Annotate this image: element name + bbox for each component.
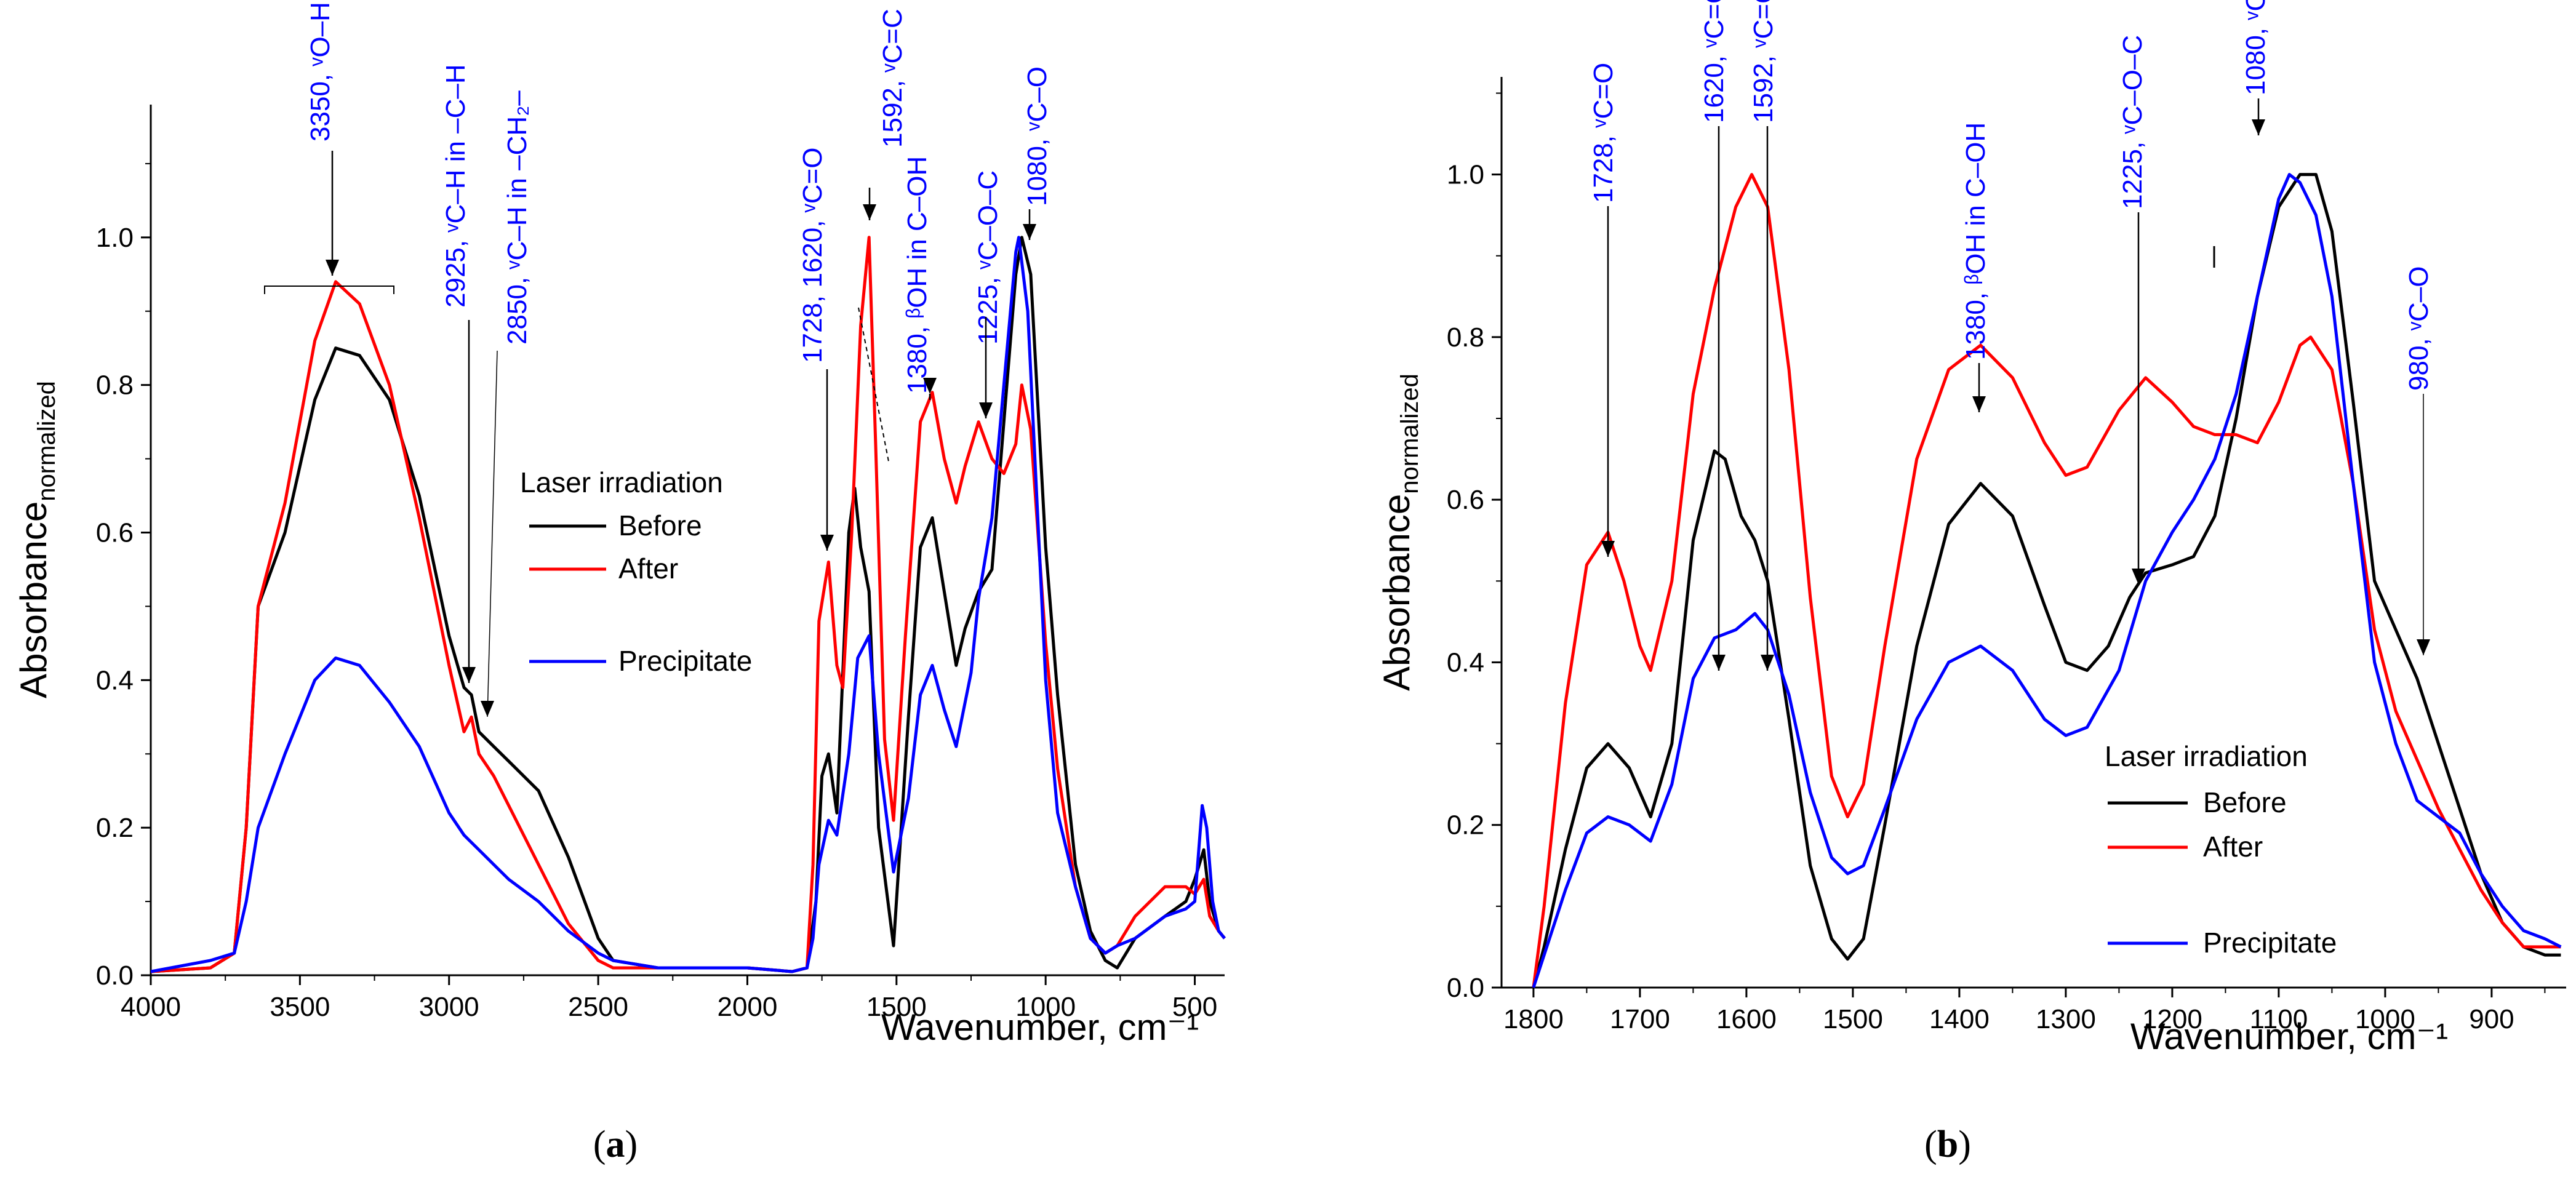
annotation-label-a: 2850, ᵛC–H in –CH₂– (502, 90, 532, 345)
x-axis-label-a: Wavenumber, cm⁻¹ (881, 1007, 1199, 1048)
annotation-arrow-line-a (487, 350, 498, 717)
annotation-label-a: 1728, 1620, ᵛC=O (798, 148, 828, 364)
x-tick-label-a: 1000 (1015, 992, 1076, 1022)
annotation-arrowhead-a (820, 535, 834, 551)
x-tick-label-a: 3500 (270, 992, 330, 1022)
annotation-label-a: 1225, ᵛC–O–C (973, 170, 1003, 345)
y-axis-label-a: Absorbancenormalized (13, 381, 60, 698)
y-tick-label-a: 0.2 (96, 813, 134, 843)
annotation-dashed-line-a (858, 307, 890, 465)
annotation-arrowhead-a (1023, 224, 1036, 240)
series-line-precipitate-a (150, 236, 1226, 973)
x-tick-label-a: 1500 (866, 992, 927, 1022)
annotation-label-a: 1080, ᵛC–O (1022, 66, 1052, 206)
legend-label-before-a: Before (618, 509, 702, 541)
series-line-after-a (150, 236, 1226, 973)
annotation-label-a: 1592, ᵛC=C (878, 9, 908, 148)
series-line-before-a (150, 236, 1226, 973)
annotation-arrowhead-a (923, 378, 937, 394)
x-tick-label-a: 3000 (419, 992, 479, 1022)
x-tick-label-a: 2500 (568, 992, 628, 1022)
annotation-label-a: 2925, ᵛC–H in –C–H (441, 64, 471, 308)
x-tick-label-a: 2000 (717, 992, 777, 1022)
x-tick-label-a: 500 (1172, 992, 1217, 1022)
y-tick-label-a: 0.6 (96, 518, 134, 548)
legend-title-a: Laser irradiation (520, 466, 723, 498)
annotation-bracket-a (264, 286, 394, 294)
annotation-label-a: 3350, ᵛO–H (305, 2, 335, 142)
y-tick-label-a: 1.0 (96, 223, 134, 253)
caption-a: (a) (593, 1124, 638, 1165)
legend-label-after-a: After (618, 553, 678, 585)
annotation-arrowhead-a (462, 667, 476, 683)
legend-label-precipitate-a: Precipitate (618, 645, 752, 677)
annotation-arrowhead-a (863, 204, 876, 220)
y-tick-label-a: 0.8 (96, 370, 134, 401)
x-tick-label-a: 4000 (121, 992, 181, 1022)
y-tick-label-a: 0.0 (96, 960, 134, 991)
annotation-arrowhead-a (481, 701, 494, 717)
y-tick-label-a: 0.4 (96, 665, 134, 695)
annotation-label-a: 1380, ᵝOH in C–OH (902, 156, 932, 394)
annotation-arrowhead-a (326, 260, 339, 276)
annotation-arrowhead-a (979, 402, 993, 418)
